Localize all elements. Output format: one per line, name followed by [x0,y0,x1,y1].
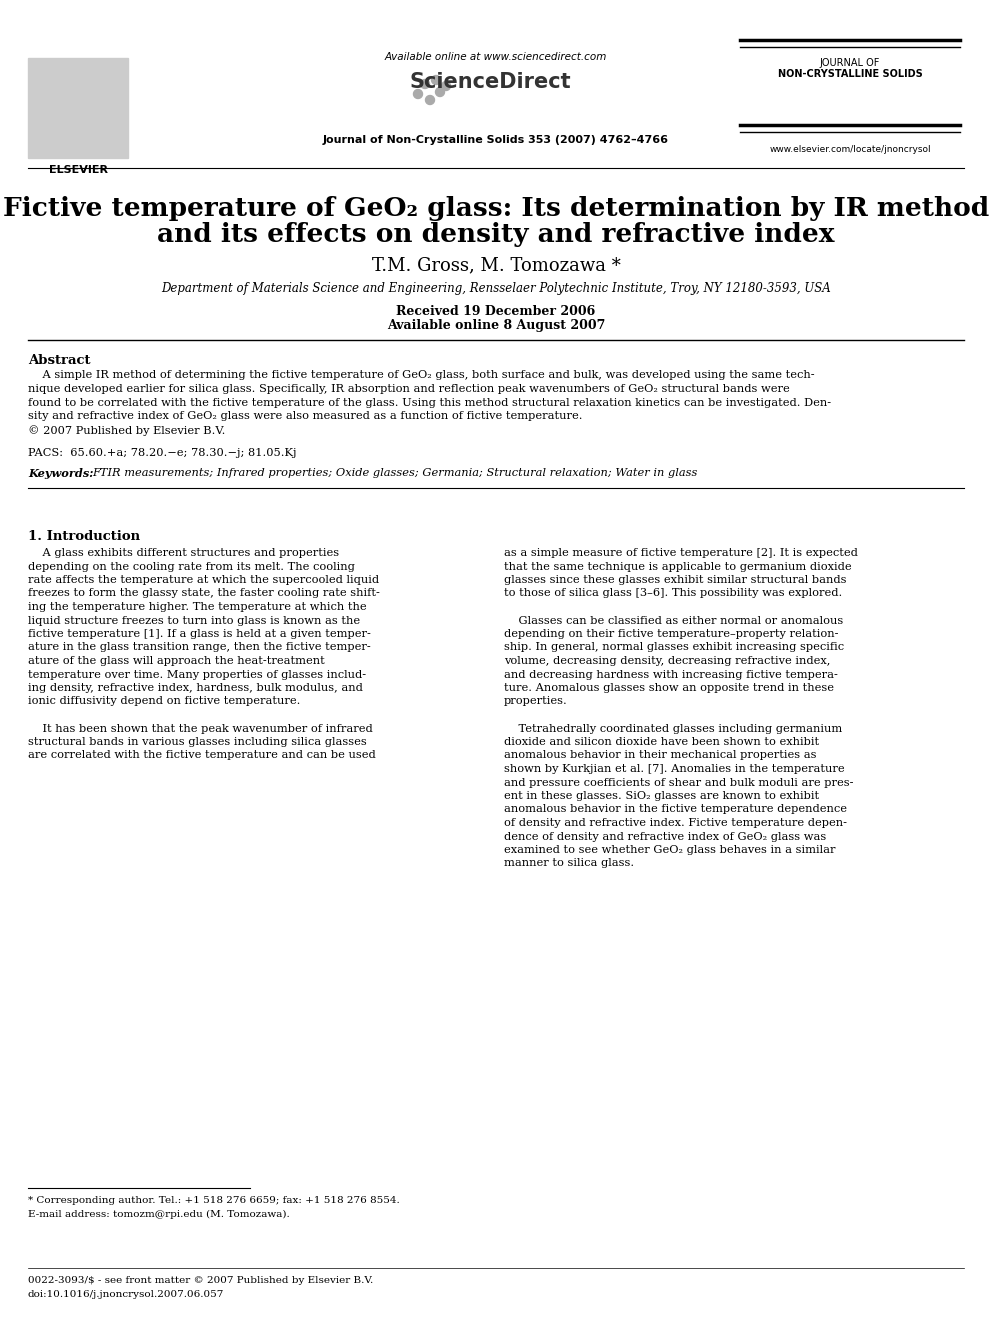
Text: 1. Introduction: 1. Introduction [28,531,140,542]
Text: ature of the glass will approach the heat-treatment: ature of the glass will approach the hea… [28,656,324,665]
Circle shape [426,95,434,105]
Text: ing density, refractive index, hardness, bulk modulus, and: ing density, refractive index, hardness,… [28,683,363,693]
Text: freezes to form the glassy state, the faster cooling rate shift-: freezes to form the glassy state, the fa… [28,589,380,598]
Text: Available online at www.sciencedirect.com: Available online at www.sciencedirect.co… [385,52,607,62]
Text: © 2007 Published by Elsevier B.V.: © 2007 Published by Elsevier B.V. [28,425,225,437]
Bar [83,65,91,124]
Text: www.elsevier.com/locate/jnoncrysol: www.elsevier.com/locate/jnoncrysol [769,146,930,153]
Text: examined to see whether GeO₂ glass behaves in a similar: examined to see whether GeO₂ glass behav… [504,845,835,855]
Text: ionic diffusivity depend on fictive temperature.: ionic diffusivity depend on fictive temp… [28,696,301,706]
Text: 0022-3093/$ - see front matter © 2007 Published by Elsevier B.V.: 0022-3093/$ - see front matter © 2007 Pu… [28,1275,373,1285]
Text: ture. Anomalous glasses show an opposite trend in these: ture. Anomalous glasses show an opposite… [504,683,834,693]
Text: E-mail address: tomozm@rpi.edu (M. Tomozawa).: E-mail address: tomozm@rpi.edu (M. Tomoz… [28,1211,290,1218]
Text: doi:10.1016/j.jnoncrysol.2007.06.057: doi:10.1016/j.jnoncrysol.2007.06.057 [28,1290,224,1299]
Text: It has been shown that the peak wavenumber of infrared: It has been shown that the peak wavenumb… [28,724,373,733]
Circle shape [421,79,430,89]
Text: dence of density and refractive index of GeO₂ glass was: dence of density and refractive index of… [504,831,826,841]
Text: JOURNAL OF: JOURNAL OF [819,58,880,67]
Text: Glasses can be classified as either normal or anomalous: Glasses can be classified as either norm… [504,615,843,626]
Text: Department of Materials Science and Engineering, Rensselaer Polytechnic Institut: Department of Materials Science and Engi… [161,282,831,295]
Text: glasses since these glasses exhibit similar structural bands: glasses since these glasses exhibit simi… [504,576,846,585]
Text: Tetrahedrally coordinated glasses including germanium: Tetrahedrally coordinated glasses includ… [504,724,842,733]
Text: that the same technique is applicable to germanium dioxide: that the same technique is applicable to… [504,561,851,572]
Text: A simple IR method of determining the fictive temperature of GeO₂ glass, both su: A simple IR method of determining the fi… [28,370,814,380]
Text: ELSEVIER: ELSEVIER [49,165,107,175]
Text: volume, decreasing density, decreasing refractive index,: volume, decreasing density, decreasing r… [504,656,830,665]
Text: found to be correlated with the fictive temperature of the glass. Using this met: found to be correlated with the fictive … [28,398,831,407]
Text: and its effects on density and refractive index: and its effects on density and refractiv… [158,222,834,247]
Bar [95,65,103,135]
Text: liquid structure freezes to turn into glass is known as the: liquid structure freezes to turn into gl… [28,615,360,626]
Text: fictive temperature [1]. If a glass is held at a given temper-: fictive temperature [1]. If a glass is h… [28,628,371,639]
Text: structural bands in various glasses including silica glasses: structural bands in various glasses incl… [28,737,367,747]
Text: A glass exhibits different structures and properties: A glass exhibits different structures an… [28,548,339,558]
Text: and decreasing hardness with increasing fictive tempera-: and decreasing hardness with increasing … [504,669,838,680]
Text: to those of silica glass [3–6]. This possibility was explored.: to those of silica glass [3–6]. This pos… [504,589,842,598]
Text: NON-CRYSTALLINE SOLIDS: NON-CRYSTALLINE SOLIDS [778,69,923,79]
Bar [59,65,67,105]
Text: sity and refractive index of GeO₂ glass were also measured as a function of fict: sity and refractive index of GeO₂ glass … [28,411,582,422]
Circle shape [435,87,444,97]
Text: anomalous behavior in their mechanical properties as: anomalous behavior in their mechanical p… [504,750,816,761]
Text: depending on their fictive temperature–property relation-: depending on their fictive temperature–p… [504,628,838,639]
Bar [35,65,43,85]
Bar [107,65,115,146]
Circle shape [441,82,450,90]
Text: as a simple measure of fictive temperature [2]. It is expected: as a simple measure of fictive temperatu… [504,548,858,558]
Text: Journal of Non-Crystalline Solids 353 (2007) 4762–4766: Journal of Non-Crystalline Solids 353 (2… [323,135,669,146]
Text: ing the temperature higher. The temperature at which the: ing the temperature higher. The temperat… [28,602,367,613]
Text: properties.: properties. [504,696,567,706]
Text: of density and refractive index. Fictive temperature depen-: of density and refractive index. Fictive… [504,818,847,828]
Text: and pressure coefficients of shear and bulk moduli are pres-: and pressure coefficients of shear and b… [504,778,853,787]
Bar [71,65,79,115]
Text: dioxide and silicon dioxide have been shown to exhibit: dioxide and silicon dioxide have been sh… [504,737,819,747]
Text: temperature over time. Many properties of glasses includ-: temperature over time. Many properties o… [28,669,366,680]
Bar [47,65,55,95]
Text: FTIR measurements; Infrared properties; Oxide glasses; Germania; Structural rela: FTIR measurements; Infrared properties; … [92,468,697,478]
Text: depending on the cooling rate from its melt. The cooling: depending on the cooling rate from its m… [28,561,355,572]
Text: * Corresponding author. Tel.: +1 518 276 6659; fax: +1 518 276 8554.: * Corresponding author. Tel.: +1 518 276… [28,1196,400,1205]
Text: Available online 8 August 2007: Available online 8 August 2007 [387,319,605,332]
Text: ScienceDirect: ScienceDirect [409,71,570,93]
Text: manner to silica glass.: manner to silica glass. [504,859,634,868]
Text: shown by Kurkjian et al. [7]. Anomalies in the temperature: shown by Kurkjian et al. [7]. Anomalies … [504,763,844,774]
Text: are correlated with the fictive temperature and can be used: are correlated with the fictive temperat… [28,750,376,761]
Text: Abstract: Abstract [28,355,90,366]
Text: rate affects the temperature at which the supercooled liquid: rate affects the temperature at which th… [28,576,379,585]
Text: Fictive temperature of GeO₂ glass: Its determination by IR method: Fictive temperature of GeO₂ glass: Its d… [3,196,989,221]
Text: Received 19 December 2006: Received 19 December 2006 [397,306,595,318]
Text: T.M. Gross, M. Tomozawa *: T.M. Gross, M. Tomozawa * [372,255,620,274]
Text: nique developed earlier for silica glass. Specifically, IR absorption and reflec: nique developed earlier for silica glass… [28,384,790,394]
Text: Keywords:: Keywords: [28,468,93,479]
Text: ship. In general, normal glasses exhibit increasing specific: ship. In general, normal glasses exhibit… [504,643,844,652]
Circle shape [432,75,440,85]
Text: ent in these glasses. SiO₂ glasses are known to exhibit: ent in these glasses. SiO₂ glasses are k… [504,791,819,800]
Text: PACS:  65.60.+a; 78.20.−e; 78.30.−j; 81.05.Kj: PACS: 65.60.+a; 78.20.−e; 78.30.−j; 81.0… [28,448,297,458]
Text: ature in the glass transition range, then the fictive temper-: ature in the glass transition range, the… [28,643,371,652]
Bar [28,58,128,157]
Text: anomalous behavior in the fictive temperature dependence: anomalous behavior in the fictive temper… [504,804,847,815]
Circle shape [414,90,423,98]
